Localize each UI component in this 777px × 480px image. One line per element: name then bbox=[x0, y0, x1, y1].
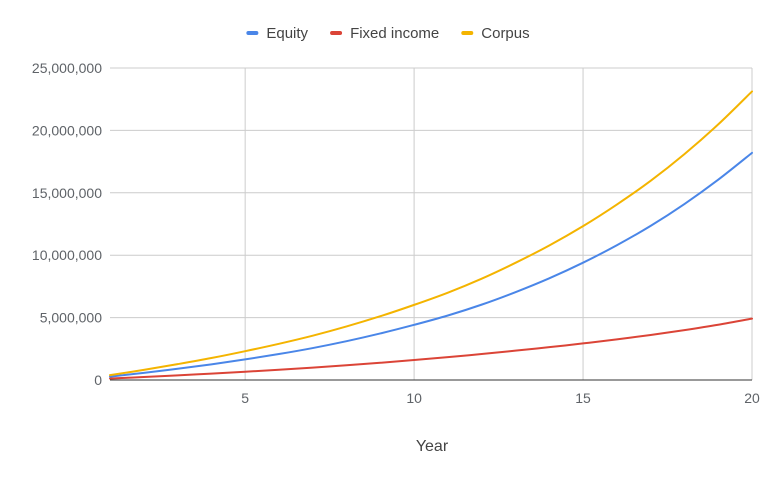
legend-swatch bbox=[246, 31, 259, 35]
y-tick-label: 15,000,000 bbox=[32, 185, 102, 201]
legend-item-equity[interactable]: Equity bbox=[246, 25, 309, 42]
x-tick-label: 15 bbox=[575, 390, 591, 406]
y-tick-label: 10,000,000 bbox=[32, 247, 102, 263]
y-axis-ticks: 0 5,000,000 10,000,000 15,000,000 20,000,000… bbox=[32, 60, 102, 388]
legend-swatch bbox=[330, 31, 343, 35]
y-tick-label: 25,000,000 bbox=[32, 60, 102, 76]
y-tick-label: 0 bbox=[94, 372, 102, 388]
grid bbox=[110, 67, 753, 381]
series-line-corpus bbox=[109, 90, 753, 377]
y-tick-label: 5,000,000 bbox=[40, 310, 102, 326]
series-group bbox=[109, 90, 753, 380]
legend-item-corpus[interactable]: Corpus bbox=[461, 25, 530, 42]
series-line-equity bbox=[109, 151, 753, 378]
y-tick-label: 20,000,000 bbox=[32, 122, 102, 138]
series-line-fixed-income bbox=[109, 317, 753, 380]
legend-label: Corpus bbox=[481, 25, 529, 42]
x-tick-label: 20 bbox=[744, 390, 760, 406]
legend: Equity Fixed income Corpus bbox=[246, 25, 530, 42]
x-tick-label: 5 bbox=[241, 390, 249, 406]
legend-label: Fixed income bbox=[350, 25, 439, 42]
x-axis-ticks: 5 10 15 20 bbox=[241, 390, 760, 406]
x-tick-label: 10 bbox=[406, 390, 422, 406]
legend-label: Equity bbox=[266, 25, 308, 42]
x-axis-title: Year bbox=[416, 438, 449, 455]
legend-swatch bbox=[461, 31, 474, 35]
legend-item-fixed-income[interactable]: Fixed income bbox=[330, 25, 439, 42]
